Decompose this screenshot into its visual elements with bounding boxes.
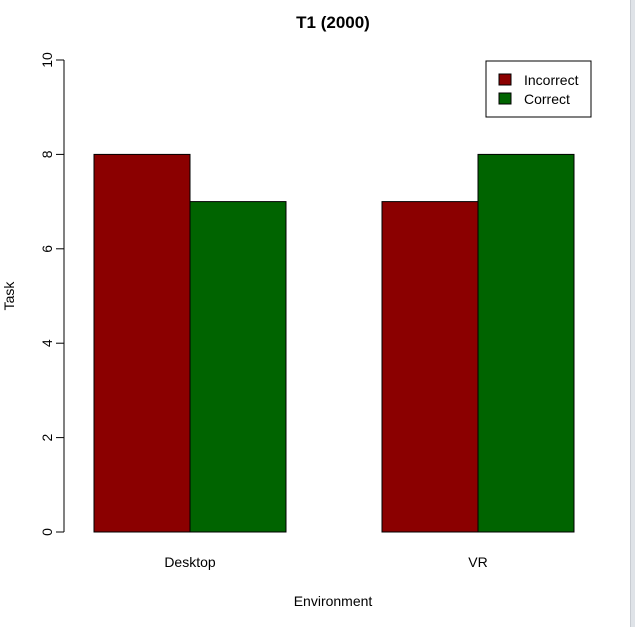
y-tick-label: 10	[39, 52, 55, 68]
y-axis: 0 2 4 6 8 10	[39, 52, 65, 536]
bar-correct-vr	[477, 153, 575, 533]
x-axis-tick-labels: Desktop VR	[164, 554, 487, 570]
legend-swatch-incorrect	[498, 73, 512, 86]
bar-incorrect-desktop	[93, 153, 191, 533]
y-tick-label: 6	[39, 245, 55, 253]
legend-label-incorrect: Incorrect	[524, 72, 579, 88]
legend-label-correct: Correct	[524, 91, 570, 107]
legend-swatch-correct	[498, 92, 512, 105]
x-axis-label: Environment	[294, 593, 373, 609]
y-tick-label: 2	[39, 433, 55, 441]
chart-title: T1 (2000)	[296, 13, 370, 32]
bar-correct-desktop	[189, 201, 287, 533]
bars	[93, 153, 575, 533]
legend-box	[485, 60, 592, 118]
bar-incorrect-vr	[381, 201, 479, 533]
x-tick-label: VR	[468, 554, 487, 570]
y-tick-label: 8	[39, 150, 55, 158]
y-tick-label: 0	[39, 528, 55, 536]
legend: Incorrect Correct	[485, 60, 592, 118]
y-tick-label: 4	[39, 339, 55, 347]
window-edge	[630, 0, 635, 627]
y-axis-label: Task	[1, 281, 17, 311]
x-tick-label: Desktop	[164, 554, 216, 570]
